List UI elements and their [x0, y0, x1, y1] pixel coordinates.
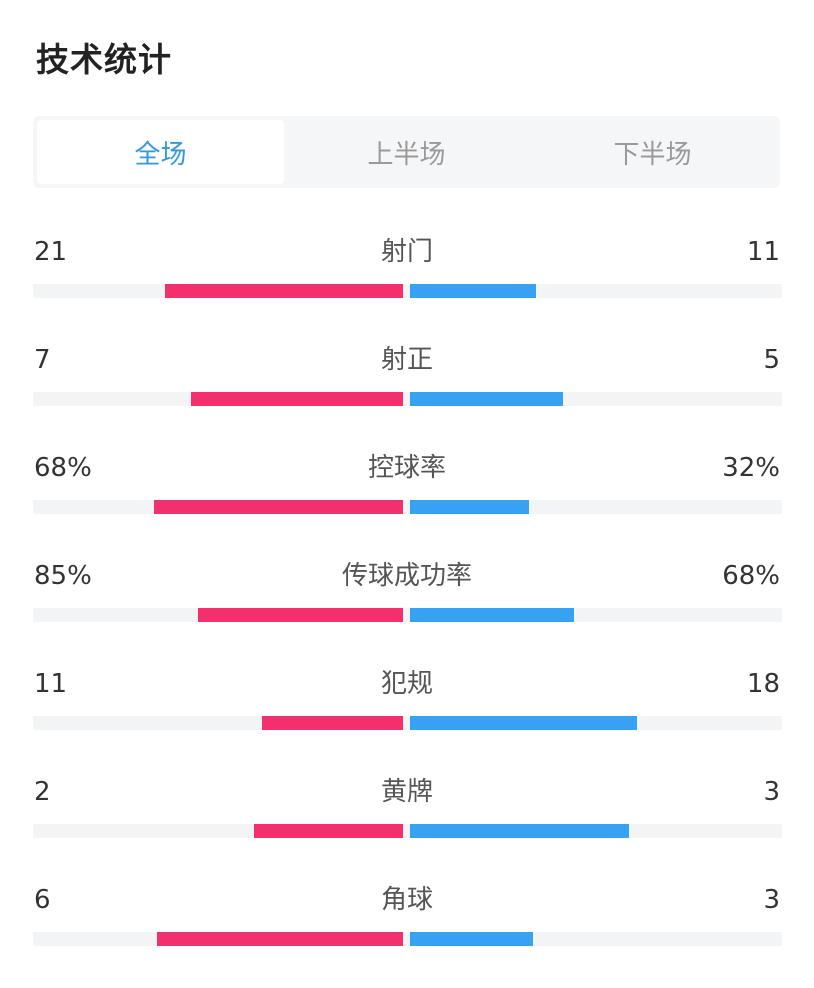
home-value: 11	[34, 669, 68, 699]
bar-track	[33, 932, 782, 946]
away-value: 11	[746, 237, 780, 267]
bar-track	[33, 824, 782, 838]
home-value: 2	[34, 777, 51, 807]
away-value: 32%	[722, 453, 780, 483]
home-bar	[157, 932, 403, 946]
away-bar	[410, 608, 574, 622]
tab-first-half[interactable]: 上半场	[367, 139, 446, 170]
away-bar	[410, 392, 563, 406]
away-bar	[410, 932, 533, 946]
bar-track	[33, 500, 782, 514]
home-bar	[154, 500, 403, 514]
page-title: 技术统计	[36, 40, 172, 79]
stat-label: 控球率	[367, 453, 446, 483]
stat-row-fouls: 11 犯规 18	[0, 664, 814, 772]
home-value: 85%	[34, 561, 92, 591]
home-value: 7	[34, 345, 51, 375]
home-value: 21	[34, 237, 68, 267]
bar-track	[33, 608, 782, 622]
away-value: 3	[763, 885, 780, 915]
home-bar	[198, 608, 403, 622]
stat-label: 传球成功率	[341, 561, 472, 591]
stat-row-yellow-cards: 2 黄牌 3	[0, 772, 814, 880]
away-value: 18	[746, 669, 780, 699]
away-bar	[410, 824, 629, 838]
home-bar	[254, 824, 403, 838]
tab-second-half[interactable]: 下半场	[613, 139, 692, 170]
stat-row-possession: 68% 控球率 32%	[0, 448, 814, 556]
away-value: 5	[763, 345, 780, 375]
stat-row-corners: 6 角球 3	[0, 880, 814, 988]
tab-full-match[interactable]: 全场	[37, 120, 284, 184]
stat-label: 角球	[380, 885, 433, 915]
away-bar	[410, 500, 529, 514]
home-bar	[165, 284, 403, 298]
bar-track	[33, 716, 782, 730]
stat-row-pass-accuracy: 85% 传球成功率 68%	[0, 556, 814, 664]
stat-label: 射正	[380, 345, 433, 375]
bar-track	[33, 284, 782, 298]
home-bar	[191, 392, 403, 406]
home-value: 6	[34, 885, 51, 915]
away-bar	[410, 284, 536, 298]
home-bar	[262, 716, 403, 730]
away-value: 68%	[722, 561, 780, 591]
period-tabs: 全场 上半场 下半场	[33, 116, 780, 188]
stat-label: 黄牌	[380, 777, 433, 807]
stat-label: 犯规	[380, 669, 433, 699]
stat-row-shots-on-target: 7 射正 5	[0, 340, 814, 448]
away-bar	[410, 716, 637, 730]
away-value: 3	[763, 777, 780, 807]
stat-label: 射门	[380, 237, 433, 267]
home-value: 68%	[34, 453, 92, 483]
stat-row-shots: 21 射门 11	[0, 232, 814, 340]
bar-track	[33, 392, 782, 406]
